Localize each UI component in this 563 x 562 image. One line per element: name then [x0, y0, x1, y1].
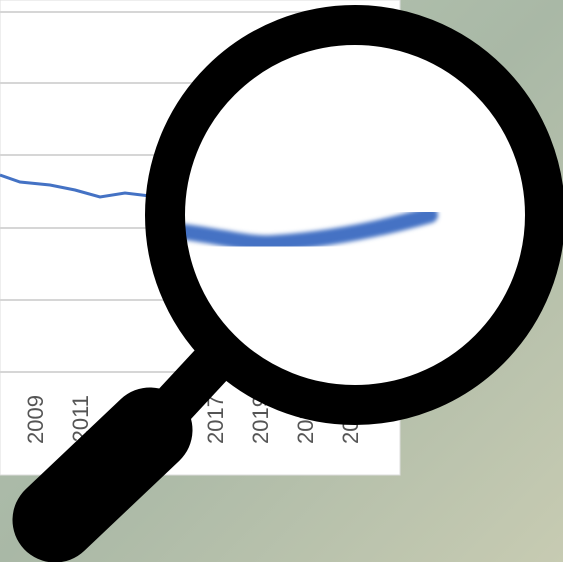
x-axis-label: 2017: [203, 395, 228, 444]
illustration: 200920112017201920212023: [0, 0, 563, 562]
x-axis-label: 2009: [23, 395, 48, 444]
